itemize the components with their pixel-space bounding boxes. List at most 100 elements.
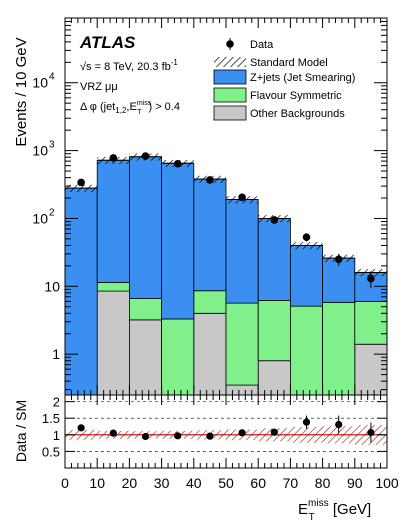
energy-text: √s = 8 TeV, 20.3 fb <box>80 61 171 73</box>
energy-exp: -1 <box>171 58 179 67</box>
ratio-ytick-label-1: 1 <box>53 428 60 443</box>
data-point-6 <box>270 216 279 224</box>
data-point-3 <box>173 159 182 168</box>
ratio-point-4 <box>206 432 214 440</box>
data-point-7 <box>302 233 311 241</box>
stack-bar-flavour-symmetric-1 <box>96 282 130 292</box>
stack-bar-z-jets-jet-smearing--7 <box>289 245 323 307</box>
main-ytick-label-0: 1 <box>52 346 60 362</box>
main-ytick-exp-4: 4 <box>49 72 55 83</box>
ratio-point-3 <box>174 432 182 440</box>
ratio-panel: 0.51 1.52 0 10 20 30 40 50 60 70 80 90 100 Data / S… <box>13 394 399 523</box>
main-ytick-label-2: 10 <box>32 210 48 226</box>
legend-other-label: Other Backgrounds <box>250 108 345 120</box>
legend-flavsym-label: Flavour Symmetric <box>250 90 342 102</box>
stack-bar-flavour-symmetric-4 <box>193 290 227 314</box>
ratio-xtick-label-6: 60 <box>250 475 266 491</box>
main-ytick-label-4: 10 <box>32 75 48 91</box>
ratio-y-axis-label: Data / SM <box>13 400 29 462</box>
main-ytick-exp-2: 2 <box>49 207 55 218</box>
stack-bar-z-jets-jet-smearing--2 <box>128 156 162 299</box>
ratio-point-0 <box>77 424 85 432</box>
stack-bar-flavour-symmetric-5 <box>225 302 259 386</box>
stack-bar-flavour-symmetric-8 <box>322 301 356 395</box>
stack-bar-other-backgrounds-2 <box>128 319 162 395</box>
ratio-point-2 <box>141 432 150 441</box>
cut-subT: T <box>137 109 142 116</box>
legend-entry-zjets: Z+jets (Jet Smearing) <box>213 69 355 85</box>
data-point-8 <box>334 255 343 264</box>
legend-other-swatch <box>213 105 247 121</box>
energy-lumi-label: √s = 8 TeV, 20.3 fb-1 <box>80 58 178 73</box>
stack-bar-other-backgrounds-6 <box>257 360 291 395</box>
ratio-point-1 <box>109 429 117 437</box>
x-axis-label-unit: [GeV] <box>329 501 372 518</box>
legend-entry-sm: Standard Model <box>214 57 328 69</box>
cut-sup: miss <box>137 100 152 107</box>
x-axis-label-main: E <box>298 501 308 518</box>
ratio-points <box>77 415 375 443</box>
ratio-ytick-label-0: 0.5 <box>42 444 60 459</box>
legend-zjets-label: Z+jets (Jet Smearing) <box>250 72 355 84</box>
cut-end: ) > 0.4 <box>148 101 180 113</box>
x-axis-label: Emiss T [GeV] <box>298 498 371 523</box>
ratio-xtick-label-3: 30 <box>154 475 170 491</box>
stack-bar-z-jets-jet-smearing--1 <box>96 159 130 283</box>
legend-entry-other: Other Backgrounds <box>213 105 345 121</box>
stack-bar-flavour-symmetric-3 <box>161 318 195 395</box>
legend-data-label: Data <box>250 39 274 51</box>
ratio-point-7 <box>302 418 311 426</box>
stack-bar-flavour-symmetric-2 <box>128 298 162 321</box>
stack-bar-flavour-symmetric-7 <box>289 305 323 395</box>
legend-sm-label: Standard Model <box>250 57 328 69</box>
stack-bar-z-jets-jet-smearing--3 <box>161 162 195 320</box>
legend-entry-flavsym: Flavour Symmetric <box>213 87 342 103</box>
stack-bar-z-jets-jet-smearing--6 <box>257 218 291 301</box>
ratio-xtick-label-2: 20 <box>122 475 138 491</box>
cut-text: Δ φ (jet <box>80 101 115 113</box>
ratio-point-9 <box>367 428 375 437</box>
data-point-4 <box>206 176 214 184</box>
stack-bar-flavour-symmetric-9 <box>354 300 387 345</box>
background-stack <box>65 156 387 395</box>
data-point-2 <box>141 152 150 160</box>
main-x-axis-ticks <box>64 18 388 395</box>
x-axis-label-sup: miss <box>308 498 329 509</box>
ratio-xtick-label-8: 80 <box>315 475 331 491</box>
legend-entry-data: Data <box>226 38 274 51</box>
data-point-1 <box>109 154 118 162</box>
ratio-xtick-label-1: 10 <box>89 475 105 491</box>
legend-flavsym-swatch <box>213 87 247 103</box>
ratio-x-axis-ticks: 0 10 20 30 40 50 60 70 80 90 100 <box>61 395 399 491</box>
main-ytick-exp-3: 3 <box>49 140 55 151</box>
legend-sm-swatch <box>214 57 246 67</box>
ratio-point-5 <box>238 429 246 437</box>
ratio-ytick-label-3: 2 <box>53 395 60 410</box>
ratio-xtick-label-4: 40 <box>186 475 202 491</box>
cut-sub: 1,2 <box>115 106 127 115</box>
main-ytick-label-3: 10 <box>32 143 48 159</box>
main-y-axis-label: Events / 10 GeV <box>13 37 30 146</box>
legend-zjets-swatch <box>213 69 247 85</box>
ratio-xtick-label-0: 0 <box>61 475 69 491</box>
ratio-xtick-label-10: 100 <box>375 475 399 491</box>
ratio-point-6 <box>270 428 278 436</box>
ratio-y-axis-ticks: 0.51 1.52 <box>42 395 387 459</box>
stack-bar-z-jets-jet-smearing--5 <box>225 199 259 304</box>
cut-label: Δ φ (jet1,2,Emiss T ) > 0.4 <box>80 100 180 116</box>
cut-mid: ,E <box>126 101 136 113</box>
main-ytick-label-1: 10 <box>44 278 60 294</box>
ratio-xtick-label-9: 90 <box>347 475 363 491</box>
x-axis-label-sub: T <box>309 512 315 523</box>
ratio-point-8 <box>335 420 343 429</box>
data-point-5 <box>238 193 246 202</box>
data-point-0 <box>77 178 85 187</box>
region-label: VRZ μμ <box>80 81 118 93</box>
data-points <box>77 152 375 289</box>
ratio-xtick-label-7: 70 <box>283 475 299 491</box>
stack-bar-other-backgrounds-1 <box>96 290 130 395</box>
stack-bar-other-backgrounds-5 <box>225 384 259 395</box>
